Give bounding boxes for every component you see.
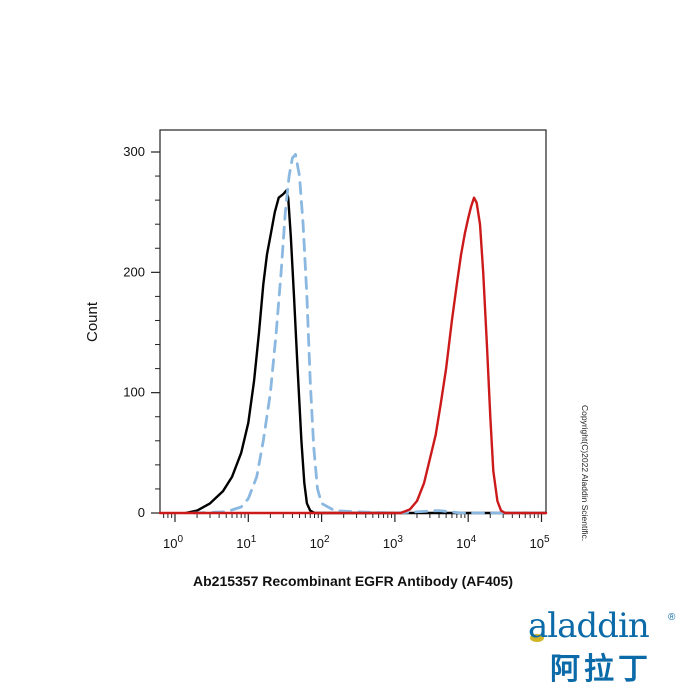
x-tick-label: 104 [456,534,476,551]
x-tick-label: 102 [310,534,330,551]
plot-frame [159,129,547,514]
y-tick-label: 100 [123,385,145,400]
y-tick-label: 300 [123,144,145,159]
logo-chinese-name: 阿拉丁 [550,652,652,687]
aladdin-logo: aladdin ® 阿拉丁 [528,606,678,687]
series-line-3 [158,196,548,515]
series-layer [158,152,548,515]
y-tick-label: 200 [123,264,145,279]
x-tick-label: 103 [383,534,403,551]
logo-accent-icon [530,634,544,642]
x-axis: 100 101 102 103 104 105 [163,513,550,551]
copyright-text: Copyright(C)2022 Aladdin Scientific. [580,405,590,542]
x-tick-label: 101 [236,534,256,551]
x-tick-label: 105 [529,534,549,551]
logo-registered-mark: ® [668,612,676,623]
series-line-1 [184,189,548,515]
y-tick-label: 0 [138,505,145,520]
logo-wordmark: aladdin [528,606,650,646]
y-axis-label: Count [84,301,101,342]
y-axis: 0 100 200 300 [123,144,160,520]
x-tick-label: 100 [163,534,183,551]
copyright-notice: Copyright(C)2022 Aladdin Scientific. [576,405,592,585]
x-axis-label: Ab215357 Recombinant EGFR Antibody (AF40… [193,573,513,589]
